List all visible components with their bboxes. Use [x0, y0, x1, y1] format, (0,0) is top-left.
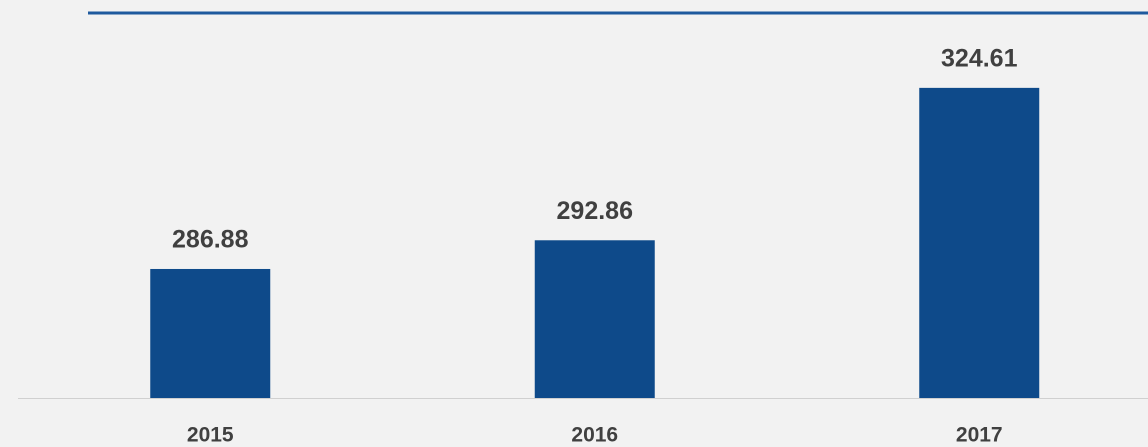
data-label: 324.61: [941, 44, 1018, 72]
data-label: 292.86: [557, 197, 633, 225]
bar: [150, 268, 271, 398]
x-tick-label: 2017: [956, 424, 1003, 447]
bar: [534, 240, 655, 398]
x-tick-label: 2016: [571, 424, 618, 447]
x-tick-label: 2015: [187, 424, 234, 447]
bar: [919, 87, 1040, 398]
data-label: 286.88: [172, 226, 249, 254]
